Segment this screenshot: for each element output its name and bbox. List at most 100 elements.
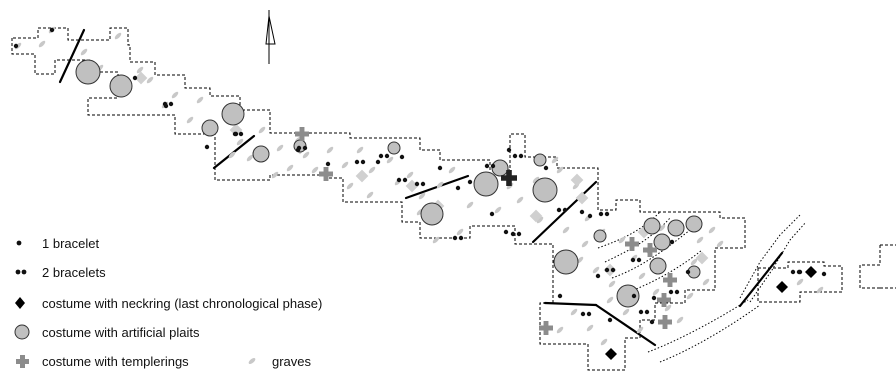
bracelet-dot [631,258,635,262]
neckring-diamond [805,266,817,278]
diamond-icon [14,294,42,312]
templering-cross [657,293,671,307]
plaits-circle [534,154,546,166]
bracelet-dot [670,240,674,244]
neckring-layer [605,266,817,360]
legend-plaits-label: costume with artificial plaits [42,325,200,340]
grave [702,278,711,287]
bracelet-dot [421,182,425,186]
grave [622,308,631,317]
bracelet-dot [456,186,460,190]
grave-icon [244,351,272,372]
plaits-circle [668,220,684,236]
map-legend: 1 bracelet 2 bracelets costume with neck… [0,0,420,374]
bracelet-dot [490,212,494,216]
templering-cross [625,237,639,251]
grave [716,240,725,249]
templering-cross [539,321,553,335]
bracelet-dot [588,214,592,218]
plaits-circle [474,172,498,196]
legend-two-bracelets-label: 2 bracelets [42,265,106,280]
grave [562,226,571,235]
grave [796,278,805,287]
bracelet-dot [563,208,567,212]
bracelet-dot [632,294,636,298]
legend-templerings: costume with templerings [14,352,189,370]
bracelet-dot [605,268,609,272]
bracelet-dot [669,290,673,294]
bracelet-dot [485,164,489,168]
grave [556,326,565,335]
bracelet-dot [558,294,562,298]
plaits-circle [650,258,666,274]
bracelet-dot [557,208,561,212]
plaits-circle [492,160,508,176]
bracelet-dot [453,236,457,240]
grave [586,324,595,333]
grave [456,228,465,237]
grave-patch [571,174,584,187]
grave [448,166,457,175]
grave [816,286,825,295]
bracelet-dot [513,154,517,158]
bracelet-dot [581,312,585,316]
grave [708,226,717,235]
grave [686,292,695,301]
dot-icon [14,234,42,252]
grave [592,266,601,275]
grave [570,308,579,317]
bracelet-dot [517,232,521,236]
neckring-diamond [776,281,788,293]
templering-cross [658,315,672,329]
grave [494,206,503,215]
bracelet-dot [650,320,654,324]
plaits-circle [594,230,606,242]
bracelet-dot [645,310,649,314]
neckring-diamond [605,348,617,360]
legend-neckring-label: costume with neckring (last chronologica… [42,296,322,311]
bracelet-dot [438,166,442,170]
legend-one-bracelet: 1 bracelet [14,234,99,252]
bracelet-dot [507,148,511,152]
plus-icon [14,352,42,370]
grave-patch [576,192,589,205]
grave [696,236,705,245]
bracelet-dot [686,270,690,274]
grave [432,236,441,245]
plaits-circle [554,250,578,274]
bracelet-dot [491,164,495,168]
bracelet-dot [580,210,584,214]
legend-graves: graves [244,352,311,370]
grave [466,201,475,210]
legend-one-bracelet-label: 1 bracelet [42,236,99,251]
bracelet-dot [596,274,600,278]
bracelet-dot [504,230,508,234]
bracelet-dot [511,232,515,236]
circle-icon [14,323,42,341]
bracelet-dot [639,310,643,314]
plaits-circle [421,203,443,225]
bracelet-dot [605,212,609,216]
grave [516,196,525,205]
bracelet-dot [544,166,548,170]
grave [638,272,647,281]
bracelet-dot [675,290,679,294]
double-dot-icon [14,263,42,281]
grave [556,166,565,175]
bracelet-dot [587,312,591,316]
bracelet-dot [611,268,615,272]
grave [600,338,609,347]
bracelet-dot [791,270,795,274]
bracelet-dot [822,272,826,276]
bracelet-dot [637,258,641,262]
legend-neckring: costume with neckring (last chronologica… [14,294,322,312]
grave [652,288,661,297]
legend-plaits: costume with artificial plaits [14,323,200,341]
plaits-circle [686,216,702,232]
bracelet-dot [652,296,656,300]
plaits-circle [644,218,660,234]
grave [581,240,590,249]
grave [608,280,617,289]
legend-templerings-label: costume with templerings [42,354,189,369]
bracelet-dot [797,270,801,274]
